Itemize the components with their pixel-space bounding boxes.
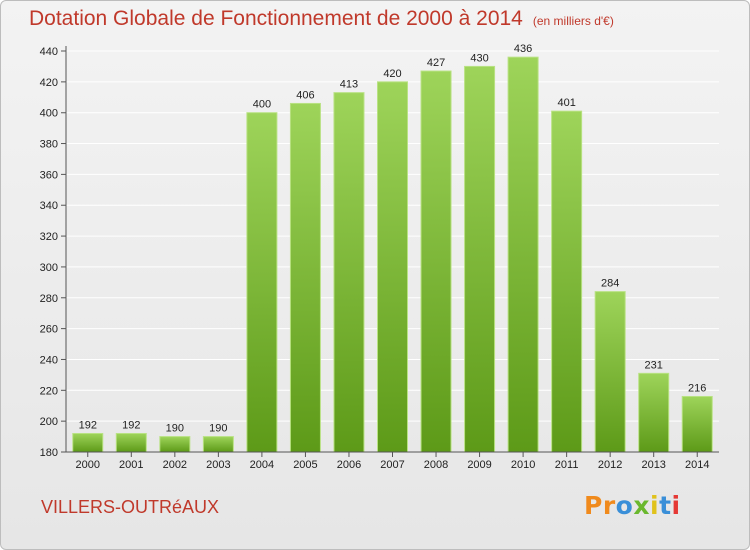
y-tick-label: 420 [40, 77, 58, 89]
y-tick-label: 180 [40, 447, 58, 459]
y-tick-label: 300 [40, 262, 58, 274]
y-tick-label: 320 [40, 231, 58, 243]
bar-value-label: 406 [296, 89, 314, 101]
y-tick-label: 200 [40, 416, 58, 428]
x-tick-label: 2000 [76, 459, 100, 471]
logo-letter: o [615, 491, 634, 520]
x-tick-label: 2001 [119, 459, 143, 471]
x-tick-label: 2005 [293, 459, 317, 471]
y-tick-label: 380 [40, 139, 58, 151]
bar [594, 291, 626, 453]
bar-value-label: 413 [340, 79, 358, 91]
bar [202, 436, 234, 453]
y-tick-label: 260 [40, 324, 58, 336]
bar-value-label: 401 [557, 97, 575, 109]
y-tick-label: 340 [40, 200, 58, 212]
bar-value-label: 420 [383, 68, 401, 80]
x-tick-label: 2012 [598, 459, 622, 471]
bar-value-label: 190 [209, 423, 227, 435]
bar [246, 112, 278, 453]
logo-letter: r [602, 491, 616, 520]
title-unit: (en milliers d'€) [532, 14, 614, 28]
bar-value-label: 430 [470, 52, 488, 64]
bar [507, 56, 539, 453]
x-tick-label: 2007 [380, 459, 404, 471]
axes: 180 200 220 240 260 280 300 320 340 360 380 400 420 4… [40, 46, 719, 471]
chart-title: Dotation Globale de Fonctionnement de 20… [29, 7, 614, 31]
x-tick-label: 2003 [206, 459, 230, 471]
title-text: Dotation Globale de Fonctionnement de 20… [29, 7, 523, 30]
bar-value-label: 192 [79, 419, 97, 431]
logo-letter: t [659, 491, 672, 520]
bar [72, 432, 104, 453]
bar-value-label: 231 [645, 359, 663, 371]
x-tick-label: 2014 [685, 459, 709, 471]
value-labels: 192 192 190 190 400 406 413 420 427 430 436 401 284 2… [79, 43, 707, 434]
commune-name: VILLERS-OUTRéAUX [41, 497, 220, 517]
bar [464, 65, 496, 453]
y-tick-label: 400 [40, 108, 58, 120]
logo-letter: x [633, 491, 650, 520]
logo-letter: P [584, 491, 603, 520]
bar-value-label: 190 [166, 423, 184, 435]
y-tick-label: 220 [40, 385, 58, 397]
bar-value-label: 216 [688, 382, 706, 394]
x-tick-label: 2004 [250, 459, 274, 471]
x-tick-label: 2013 [641, 459, 665, 471]
bar [638, 372, 670, 453]
bar [333, 92, 365, 453]
bar-value-label: 192 [122, 419, 140, 431]
proxiti-logo: Proxiti [584, 491, 681, 520]
bar [420, 70, 452, 453]
y-tick-label: 440 [40, 46, 58, 58]
bars [72, 56, 713, 453]
logo-letter: i [671, 491, 681, 520]
bar-value-label: 427 [427, 57, 445, 69]
x-tick-label: 2010 [511, 459, 535, 471]
bar-value-label: 284 [601, 278, 619, 290]
bar [681, 395, 713, 453]
bar [377, 81, 408, 453]
y-tick-label: 280 [40, 293, 58, 305]
x-tick-label: 2008 [424, 459, 448, 471]
bar-value-label: 400 [253, 99, 271, 111]
bar [115, 432, 147, 453]
y-tick-label: 240 [40, 354, 58, 366]
bar [551, 110, 583, 453]
x-tick-label: 2006 [337, 459, 361, 471]
x-tick-label: 2009 [467, 459, 491, 471]
y-tick-label: 360 [40, 169, 58, 181]
bar-value-label: 436 [514, 43, 532, 55]
bar [289, 102, 321, 453]
logo-letter: i [650, 491, 660, 520]
bar [159, 436, 191, 453]
x-tick-label: 2011 [555, 459, 579, 471]
x-tick-label: 2002 [163, 459, 187, 471]
